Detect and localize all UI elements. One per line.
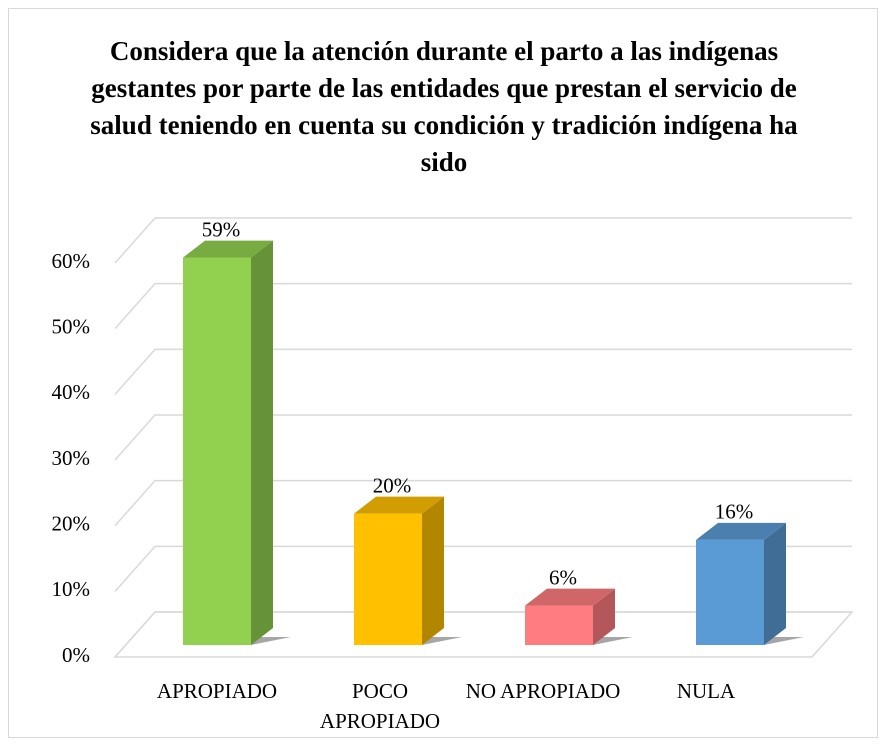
x-tick-label: POCO APROPIADO <box>319 679 441 733</box>
value-label: 59% <box>202 217 241 241</box>
bar <box>354 513 422 645</box>
value-label: 20% <box>373 473 412 497</box>
bar <box>696 539 764 645</box>
grid-line <box>114 282 852 330</box>
y-tick-label: 10% <box>52 577 91 601</box>
grid-line <box>114 545 852 592</box>
bar-side <box>593 588 615 645</box>
x-tick-label: NO APROPIADO <box>465 679 621 703</box>
x-tick-label: APROPIADO <box>156 679 278 703</box>
bar-side <box>422 496 444 645</box>
grid-line <box>114 479 852 527</box>
y-tick-label: 30% <box>52 446 91 470</box>
bar-top <box>696 522 786 540</box>
chart-title: Considera que la atención durante el par… <box>90 36 798 177</box>
y-tick-label: 60% <box>52 249 91 273</box>
grid-line <box>114 217 852 264</box>
y-tick-label: 20% <box>52 511 91 535</box>
bar-side <box>251 240 273 646</box>
value-label: 6% <box>549 565 577 589</box>
x-tick-label: NULA <box>676 679 736 703</box>
value-label: 16% <box>715 500 754 524</box>
grid-line <box>114 348 852 395</box>
y-tick-label: 50% <box>52 314 91 338</box>
bar-top <box>354 496 444 514</box>
bar-side <box>764 522 786 645</box>
y-tick-label: 40% <box>52 380 91 404</box>
bar-top <box>525 588 615 606</box>
bar <box>183 257 251 645</box>
grid-line <box>114 611 852 658</box>
grid-line <box>114 414 852 461</box>
y-tick-label: 0% <box>62 643 90 667</box>
bar <box>525 605 593 645</box>
bar-top <box>183 240 273 258</box>
chart-frame <box>8 8 878 738</box>
